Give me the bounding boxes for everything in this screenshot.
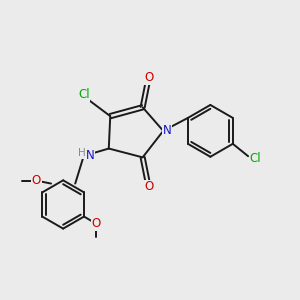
Text: Cl: Cl xyxy=(78,88,90,101)
Text: N: N xyxy=(86,149,94,162)
Text: O: O xyxy=(144,71,153,84)
Text: N: N xyxy=(162,124,171,137)
Text: O: O xyxy=(92,218,101,230)
Text: O: O xyxy=(144,180,153,193)
Text: O: O xyxy=(32,174,41,187)
Text: H: H xyxy=(78,148,86,158)
Text: Cl: Cl xyxy=(250,152,261,165)
